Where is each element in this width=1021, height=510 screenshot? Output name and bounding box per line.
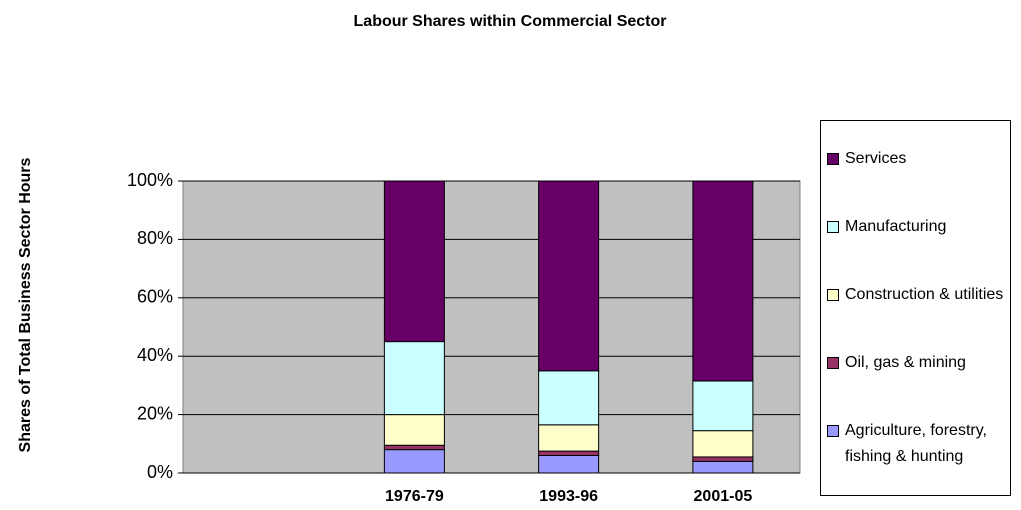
legend-item: Agriculture, forestry, fishing & hunting [827,418,1004,470]
bar-segment [383,449,445,474]
bar-segment [692,460,754,474]
bar-segment [383,341,445,416]
legend-label: Oil, gas & mining [845,354,966,371]
chart-title: Labour Shares within Commercial Sector [354,13,667,30]
legend-item: Manufacturing [827,214,1004,240]
legend-label: Manufacturing [845,218,947,235]
bar-segment [538,424,600,452]
bar-segment [692,380,754,432]
legend-label: Services [845,150,907,167]
bar-segment [692,456,754,462]
legend-swatch [827,153,839,165]
y-tick-label: 20% [137,403,173,423]
legend-label: Construction & utilities [845,286,1004,303]
legend-item: Services [827,146,1004,172]
bar-segment [538,450,600,456]
legend-item: Construction & utilities [827,282,1004,308]
y-axis-label: Shares of Total Business Sector Hours [17,157,34,453]
legend-swatch [827,425,839,437]
x-tick-label: 1976-79 [385,488,444,505]
legend-label: Agriculture, forestry, fishing & hunting [845,422,987,465]
x-tick-label: 1993-96 [539,488,598,505]
x-tick-label: 2001-05 [694,488,753,505]
bar-segment [383,180,445,343]
bar-segment [538,454,600,474]
bar-segment [538,180,600,372]
legend-swatch [827,289,839,301]
y-tick-label: 0% [147,462,173,482]
legend-swatch [827,357,839,369]
bar-segment [383,444,445,451]
y-tick-label: 100% [127,170,173,190]
y-tick-label: 80% [137,228,173,248]
bar-segment [692,180,754,382]
y-tick-label: 40% [137,345,173,365]
legend: Services Manufacturing Construction & util… [820,120,1011,496]
bar-segment [692,430,754,458]
bar-segment [383,414,445,446]
legend-item: Oil, gas & mining [827,350,1004,376]
legend-swatch [827,221,839,233]
bar-segment [538,370,600,426]
y-tick-label: 60% [137,287,173,307]
